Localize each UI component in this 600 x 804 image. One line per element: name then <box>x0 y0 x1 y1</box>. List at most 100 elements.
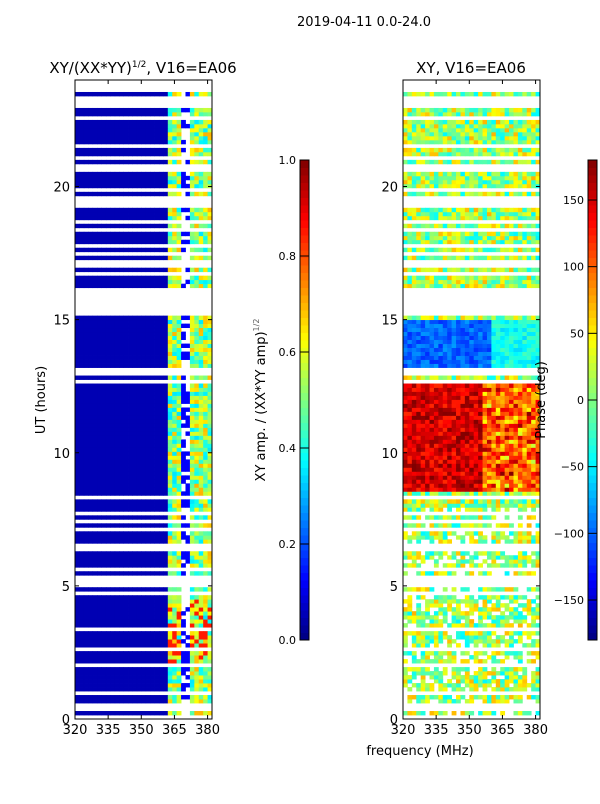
heatmap-cell <box>155 320 160 324</box>
heatmap-cell <box>150 635 155 639</box>
heatmap-cell <box>505 499 510 503</box>
heatmap-cell <box>438 419 443 423</box>
heatmap-cell <box>483 679 488 683</box>
heatmap-cell <box>425 487 430 491</box>
heatmap-cell <box>88 348 93 352</box>
heatmap-cell <box>518 687 523 691</box>
heatmap-cell <box>531 475 536 479</box>
heatmap-cell <box>132 711 137 715</box>
heatmap-cell <box>185 683 190 687</box>
heatmap-cell <box>412 487 417 491</box>
heatmap-cell <box>150 491 155 495</box>
heatmap-cell <box>531 619 536 623</box>
heatmap-cell <box>496 563 501 567</box>
colorbar-segment <box>300 445 309 453</box>
heatmap-cell <box>505 587 510 591</box>
heatmap-cell <box>137 388 142 392</box>
heatmap-cell <box>159 491 164 495</box>
heatmap-cell <box>97 407 102 411</box>
heatmap-cell <box>115 224 120 228</box>
heatmap-cell <box>421 531 426 535</box>
colorbar-segment <box>300 528 309 536</box>
heatmap-cell <box>412 675 417 679</box>
heatmap-cell <box>79 459 84 463</box>
heatmap-cell <box>518 419 523 423</box>
heatmap-cell <box>430 467 435 471</box>
heatmap-cell <box>194 475 199 479</box>
heatmap-cell <box>155 268 160 272</box>
heatmap-cell <box>146 571 151 575</box>
heatmap-cell <box>168 172 173 176</box>
heatmap-cell <box>150 551 155 555</box>
heatmap-cell <box>505 479 510 483</box>
heatmap-cell <box>456 443 461 447</box>
heatmap-cell <box>75 320 80 324</box>
heatmap-cell <box>97 112 102 116</box>
heatmap-cell <box>84 455 89 459</box>
heatmap-cell <box>155 340 160 344</box>
heatmap-cell <box>203 447 208 451</box>
heatmap-cell <box>163 503 168 507</box>
colorbar-segment <box>300 190 309 198</box>
heatmap-cell <box>124 360 129 364</box>
heatmap-cell <box>505 603 510 607</box>
heatmap-cell <box>146 687 151 691</box>
heatmap-cell <box>84 679 89 683</box>
heatmap-cell <box>124 611 129 615</box>
heatmap-cell <box>478 455 483 459</box>
heatmap-cell <box>465 595 470 599</box>
heatmap-cell <box>527 535 532 539</box>
heatmap-cell <box>84 403 89 407</box>
heatmap-cell <box>412 455 417 459</box>
heatmap-cell <box>194 332 199 336</box>
heatmap-cell <box>110 539 115 543</box>
heatmap-cell <box>474 451 479 455</box>
heatmap-cell <box>110 384 115 388</box>
heatmap-cell <box>132 172 137 176</box>
heatmap-cell <box>168 232 173 236</box>
heatmap-cell <box>430 671 435 675</box>
heatmap-cell <box>509 447 514 451</box>
heatmap-cell <box>88 595 93 599</box>
heatmap-cell <box>483 631 488 635</box>
heatmap-cell <box>443 615 448 619</box>
heatmap-cell <box>159 320 164 324</box>
heatmap-cell <box>518 463 523 467</box>
heatmap-cell <box>487 455 492 459</box>
heatmap-cell <box>421 571 426 575</box>
heatmap-cell <box>190 208 195 212</box>
heatmap-cell <box>430 427 435 431</box>
heatmap-cell <box>146 403 151 407</box>
heatmap-cell <box>168 555 173 559</box>
heatmap-cell <box>75 539 80 543</box>
heatmap-cell <box>115 667 120 671</box>
heatmap-cell <box>505 475 510 479</box>
heatmap-cell <box>430 623 435 627</box>
heatmap-cell <box>115 479 120 483</box>
heatmap-cell <box>97 631 102 635</box>
heatmap-cell <box>110 176 115 180</box>
heatmap-cell <box>199 439 204 443</box>
heatmap-cell <box>124 607 129 611</box>
heatmap-cell <box>155 595 160 599</box>
heatmap-cell <box>163 535 168 539</box>
heatmap-cell <box>75 611 80 615</box>
heatmap-cell <box>177 348 182 352</box>
heatmap-cell <box>150 487 155 491</box>
heatmap-cell <box>141 535 146 539</box>
heatmap-cell <box>168 364 173 368</box>
heatmap-cell <box>163 360 168 364</box>
heatmap-cell <box>75 699 80 703</box>
heatmap-cell <box>203 348 208 352</box>
heatmap-cell <box>491 459 496 463</box>
heatmap-cell <box>181 555 186 559</box>
heatmap-cell <box>93 643 98 647</box>
heatmap-cell <box>199 479 204 483</box>
heatmap-cell <box>465 451 470 455</box>
heatmap-cell <box>194 687 199 691</box>
heatmap-cell <box>79 184 84 188</box>
heatmap-cell <box>163 152 168 156</box>
heatmap-cell <box>163 388 168 392</box>
heatmap-cell <box>425 555 430 559</box>
heatmap-cell <box>194 439 199 443</box>
